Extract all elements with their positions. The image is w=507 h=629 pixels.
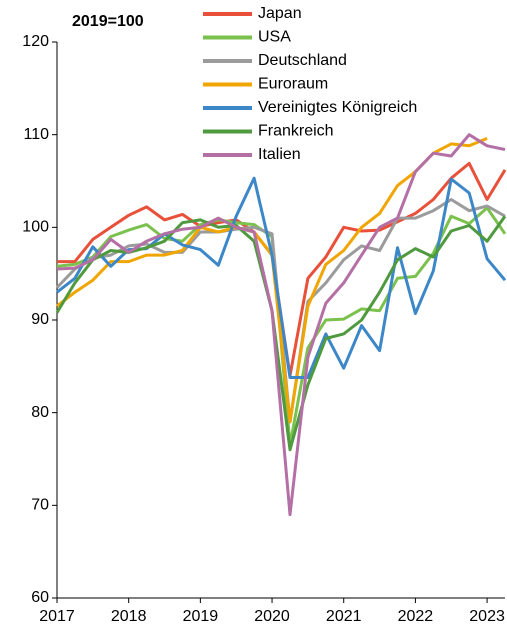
x-tick-label: 2023 [469, 608, 505, 625]
y-tick-label: 110 [23, 126, 49, 143]
legend-label: USA [258, 29, 291, 46]
y-tick-label: 100 [22, 219, 49, 236]
y-tick-label: 120 [22, 33, 49, 50]
x-tick-label: 2019 [183, 608, 219, 625]
series-line [56, 133, 506, 517]
x-tick-label: 2021 [326, 608, 362, 625]
x-tick-label: 2022 [398, 608, 434, 625]
y-tick-label: 90 [31, 311, 49, 328]
legend-label: Italien [258, 146, 301, 163]
legend-label: Frankreich [258, 123, 334, 140]
y-tick-label: 60 [31, 589, 49, 606]
x-tick-label: 2017 [39, 608, 75, 625]
x-tick-label: 2020 [254, 608, 290, 625]
series-line [56, 137, 488, 424]
x-tick-label: 2018 [111, 608, 147, 625]
legend-label: Japan [258, 5, 302, 22]
y-tick-label: 70 [31, 497, 49, 514]
legend-label: Euroraum [258, 76, 328, 93]
annotation: 2019=100 [72, 13, 144, 30]
legend-label: Deutschland [258, 52, 347, 69]
legend-label: Vereinigtes Königreich [258, 99, 417, 116]
y-tick-label: 80 [31, 404, 49, 421]
